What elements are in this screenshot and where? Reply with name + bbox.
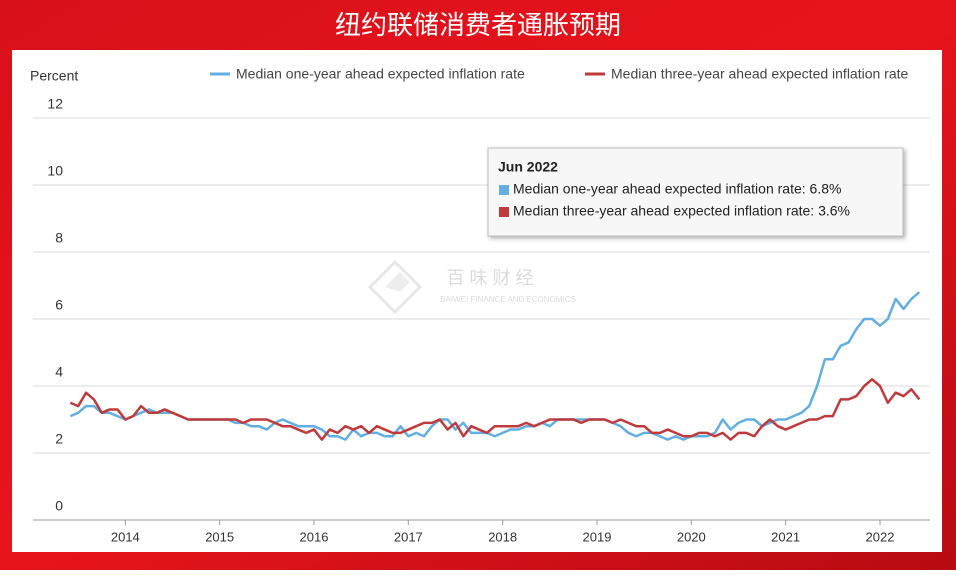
tooltip-item: Median one-year ahead expected inflation… xyxy=(513,181,841,197)
y-tick-label: 0 xyxy=(55,498,63,514)
tooltip: Jun 2022 Median one-year ahead expected i… xyxy=(487,147,904,237)
watermark-subtext: BAIWEI FINANCE AND ECONOMICS xyxy=(440,295,576,304)
y-tick-label: 8 xyxy=(55,230,63,246)
x-tick-label: 2017 xyxy=(394,529,423,544)
watermark: 百 味 财 经 BAIWEI FINANCE AND ECONOMICS xyxy=(367,259,576,315)
watermark-logo xyxy=(367,259,423,315)
y-tick-label: 10 xyxy=(47,163,63,179)
tooltip-title: Jun 2022 xyxy=(498,159,558,175)
chart-title: 纽约联储消费者通胀预期 xyxy=(335,10,621,40)
watermark-logo xyxy=(385,272,410,292)
tooltip-item: Median three-year ahead expected inflati… xyxy=(513,203,850,219)
x-tick-label: 2018 xyxy=(488,529,517,544)
legend-label: Median three-year ahead expected inflati… xyxy=(611,66,909,82)
tooltip-box xyxy=(487,147,904,237)
x-tick-label: 2019 xyxy=(583,529,612,544)
x-tick-label: 2020 xyxy=(677,529,706,544)
tooltip-swatch xyxy=(499,185,509,195)
y-axis-label: Percent xyxy=(30,68,78,84)
tooltip-swatch xyxy=(499,207,509,217)
legend-label: Median one-year ahead expected inflation… xyxy=(236,66,525,82)
panel xyxy=(12,50,942,552)
y-tick-label: 6 xyxy=(55,297,63,313)
x-tick-label: 2014 xyxy=(111,529,140,544)
x-tick-label: 2016 xyxy=(300,529,329,544)
y-tick-label: 4 xyxy=(55,364,63,380)
x-tick-label: 2021 xyxy=(771,529,800,544)
series-line xyxy=(69,378,921,441)
x-tick-label: 2015 xyxy=(205,529,234,544)
x-tick-label: 2022 xyxy=(866,529,895,544)
watermark-text: 百 味 财 经 xyxy=(446,268,533,288)
y-tick-label: 12 xyxy=(47,96,63,112)
y-tick-label: 2 xyxy=(55,431,63,447)
